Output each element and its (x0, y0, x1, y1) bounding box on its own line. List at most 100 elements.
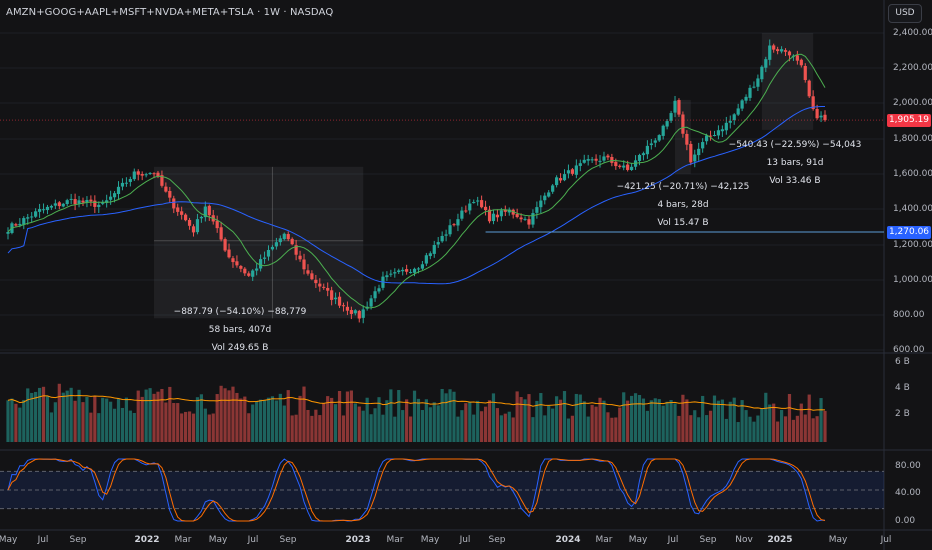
candle-body (109, 196, 113, 200)
candle-body (428, 253, 432, 257)
candle-body (65, 200, 69, 205)
volume-bar (22, 399, 26, 442)
volume-bar (665, 401, 669, 442)
candle-body (85, 199, 89, 203)
candle-body (322, 286, 326, 288)
volume-bar (641, 398, 646, 442)
volume-bar (783, 416, 788, 442)
candle-body (626, 164, 630, 170)
volume-bar (369, 414, 373, 442)
candle-body (14, 224, 18, 226)
candle-body (539, 200, 543, 208)
candle-body (223, 239, 227, 251)
candle-body (112, 193, 117, 198)
candle-body (456, 219, 460, 226)
candle-body (495, 214, 500, 218)
candle-body (779, 49, 784, 52)
candle-body (736, 108, 740, 115)
candle-body (49, 205, 54, 208)
currency-button[interactable]: USD (888, 4, 922, 23)
volume-bar (760, 408, 764, 442)
candle-body (756, 78, 760, 87)
volume-bar (393, 416, 397, 442)
price-tick: 1,800.00 (893, 134, 932, 144)
volume-bar (649, 400, 653, 442)
volume-bar (661, 405, 665, 442)
candle-body (594, 158, 598, 161)
volume-bar (176, 403, 180, 442)
volume-bar (440, 388, 444, 442)
volume-bar (6, 400, 10, 442)
candle-body (136, 171, 140, 175)
candle-body (373, 291, 377, 299)
candle-body (819, 115, 823, 118)
hline-price-badge[interactable]: 1,270.06 (887, 226, 931, 239)
candle-body (685, 133, 689, 145)
candle-body (701, 142, 705, 149)
candle-body (547, 192, 551, 197)
candle-body (598, 160, 602, 162)
volume-bar (748, 416, 752, 442)
candle-body (191, 226, 196, 233)
candle-body (776, 49, 780, 52)
candle-body (491, 213, 496, 222)
volume-bar (132, 412, 136, 442)
volume-bar (799, 403, 803, 442)
volume-bar (160, 388, 164, 442)
candle-body (353, 310, 357, 314)
volume-bar (65, 390, 69, 442)
volume-bar (768, 404, 772, 442)
measure-volume: Vol 15.47 B (657, 218, 709, 228)
candle-body (290, 238, 294, 245)
volume-bar (247, 413, 251, 442)
volume-bar (622, 392, 626, 442)
volume-bar (791, 419, 796, 442)
volume-bar (61, 392, 65, 442)
candle-body (41, 209, 46, 211)
candle-body (132, 171, 136, 180)
volume-bar (333, 404, 338, 442)
candle-body (408, 272, 413, 274)
time-tick: Sep (279, 535, 297, 545)
candle-body (207, 205, 211, 216)
volume-bar (412, 390, 417, 442)
volume-bar (499, 415, 503, 442)
candle-body (258, 259, 263, 269)
volume-bar (626, 400, 630, 442)
volume-bar (168, 386, 172, 442)
volume-bar (18, 407, 22, 442)
candle-body (472, 202, 476, 204)
volume-bar (610, 417, 614, 442)
volume-bar (349, 390, 353, 442)
candle-body (606, 155, 610, 158)
volume-bar (30, 392, 34, 442)
candle-body (243, 268, 247, 274)
price-tick: 2,400.00 (893, 28, 932, 38)
volume-bar (495, 408, 500, 442)
volume-bar (93, 396, 97, 442)
candle-body (61, 203, 65, 207)
candle-body (34, 211, 38, 217)
volume-bar (207, 414, 211, 442)
volume-bar (184, 411, 188, 442)
volume-bar (578, 394, 582, 442)
candle-body (464, 210, 468, 212)
candle-body (570, 169, 575, 174)
volume-bar (199, 394, 203, 442)
candle-body (618, 165, 622, 167)
candle-body (81, 200, 85, 203)
volume-bar (772, 403, 776, 442)
volume-bar (732, 397, 736, 442)
volume-bar (594, 406, 598, 442)
volume-bar (397, 390, 401, 442)
volume-bar (436, 405, 440, 442)
volume-bar (274, 400, 278, 442)
volume-bar (460, 410, 464, 442)
volume-bar (736, 422, 740, 442)
candle-body (187, 219, 192, 226)
volume-bar (444, 393, 448, 442)
volume-bar (401, 410, 405, 442)
